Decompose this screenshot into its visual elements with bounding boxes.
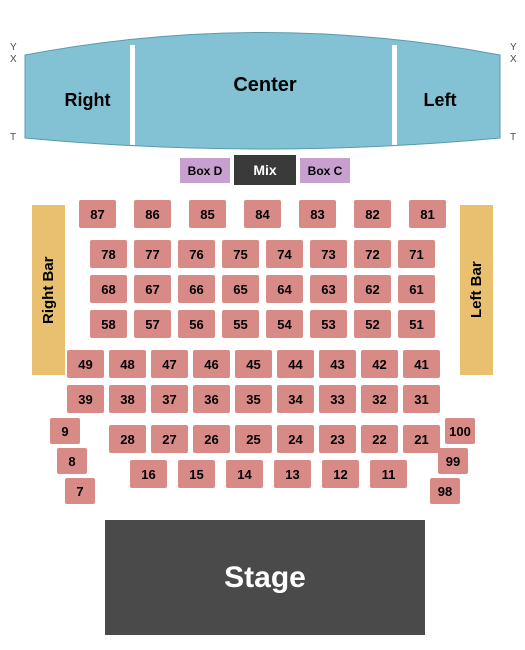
seat-76[interactable]: 76 bbox=[178, 240, 215, 268]
box-d[interactable]: Box D bbox=[180, 158, 230, 183]
mix-booth: Mix bbox=[234, 155, 296, 185]
seat-77[interactable]: 77 bbox=[134, 240, 171, 268]
seat-21[interactable]: 21 bbox=[403, 425, 440, 453]
seat-25[interactable]: 25 bbox=[235, 425, 272, 453]
balcony-left-label: Left bbox=[424, 90, 457, 111]
seat-26[interactable]: 26 bbox=[193, 425, 230, 453]
balcony-right-label: Right bbox=[65, 90, 111, 111]
seat-54[interactable]: 54 bbox=[266, 310, 303, 338]
seat-9[interactable]: 9 bbox=[50, 418, 80, 444]
left-bar[interactable]: Left Bar bbox=[460, 205, 493, 375]
seat-86[interactable]: 86 bbox=[134, 200, 171, 228]
seat-7[interactable]: 7 bbox=[65, 478, 95, 504]
seat-57[interactable]: 57 bbox=[134, 310, 171, 338]
seat-51[interactable]: 51 bbox=[398, 310, 435, 338]
seat-37[interactable]: 37 bbox=[151, 385, 188, 413]
balcony-center-label: Center bbox=[233, 74, 296, 97]
seat-47[interactable]: 47 bbox=[151, 350, 188, 378]
right-bar[interactable]: Right Bar bbox=[32, 205, 65, 375]
seat-44[interactable]: 44 bbox=[277, 350, 314, 378]
seat-72[interactable]: 72 bbox=[354, 240, 391, 268]
row-label: X bbox=[10, 54, 17, 65]
balcony-right[interactable]: Right bbox=[45, 75, 130, 125]
seat-84[interactable]: 84 bbox=[244, 200, 281, 228]
seat-8[interactable]: 8 bbox=[57, 448, 87, 474]
seat-43[interactable]: 43 bbox=[319, 350, 356, 378]
seat-31[interactable]: 31 bbox=[403, 385, 440, 413]
seat-34[interactable]: 34 bbox=[277, 385, 314, 413]
row-label: X bbox=[510, 54, 517, 65]
row-label: Y bbox=[10, 42, 17, 53]
seat-24[interactable]: 24 bbox=[277, 425, 314, 453]
seat-42[interactable]: 42 bbox=[361, 350, 398, 378]
box-d-label: Box D bbox=[188, 164, 223, 178]
seat-98[interactable]: 98 bbox=[430, 478, 460, 504]
seat-62[interactable]: 62 bbox=[354, 275, 391, 303]
row-label: T bbox=[10, 132, 16, 143]
seat-45[interactable]: 45 bbox=[235, 350, 272, 378]
seat-71[interactable]: 71 bbox=[398, 240, 435, 268]
balcony-left[interactable]: Left bbox=[400, 75, 480, 125]
seat-87[interactable]: 87 bbox=[79, 200, 116, 228]
seat-36[interactable]: 36 bbox=[193, 385, 230, 413]
seat-11[interactable]: 11 bbox=[370, 460, 407, 488]
seat-82[interactable]: 82 bbox=[354, 200, 391, 228]
seat-55[interactable]: 55 bbox=[222, 310, 259, 338]
seat-38[interactable]: 38 bbox=[109, 385, 146, 413]
box-c-label: Box C bbox=[308, 164, 343, 178]
stage-label: Stage bbox=[224, 561, 306, 594]
balcony-center[interactable]: Center bbox=[165, 60, 365, 110]
seat-41[interactable]: 41 bbox=[403, 350, 440, 378]
seat-49[interactable]: 49 bbox=[67, 350, 104, 378]
seat-16[interactable]: 16 bbox=[130, 460, 167, 488]
seat-33[interactable]: 33 bbox=[319, 385, 356, 413]
row-label: Y bbox=[510, 42, 517, 53]
right-bar-label: Right Bar bbox=[40, 256, 57, 324]
seat-100[interactable]: 100 bbox=[445, 418, 475, 444]
seat-46[interactable]: 46 bbox=[193, 350, 230, 378]
seat-99[interactable]: 99 bbox=[438, 448, 468, 474]
seat-64[interactable]: 64 bbox=[266, 275, 303, 303]
seat-48[interactable]: 48 bbox=[109, 350, 146, 378]
seat-66[interactable]: 66 bbox=[178, 275, 215, 303]
left-bar-label: Left Bar bbox=[468, 262, 485, 319]
row-label: T bbox=[510, 132, 516, 143]
seat-81[interactable]: 81 bbox=[409, 200, 446, 228]
seat-35[interactable]: 35 bbox=[235, 385, 272, 413]
seat-68[interactable]: 68 bbox=[90, 275, 127, 303]
seat-75[interactable]: 75 bbox=[222, 240, 259, 268]
stage: Stage bbox=[105, 520, 425, 635]
seat-61[interactable]: 61 bbox=[398, 275, 435, 303]
seat-12[interactable]: 12 bbox=[322, 460, 359, 488]
seat-22[interactable]: 22 bbox=[361, 425, 398, 453]
seat-27[interactable]: 27 bbox=[151, 425, 188, 453]
seat-52[interactable]: 52 bbox=[354, 310, 391, 338]
seat-65[interactable]: 65 bbox=[222, 275, 259, 303]
seat-53[interactable]: 53 bbox=[310, 310, 347, 338]
seat-14[interactable]: 14 bbox=[226, 460, 263, 488]
seat-28[interactable]: 28 bbox=[109, 425, 146, 453]
seat-85[interactable]: 85 bbox=[189, 200, 226, 228]
seat-58[interactable]: 58 bbox=[90, 310, 127, 338]
seat-15[interactable]: 15 bbox=[178, 460, 215, 488]
box-c[interactable]: Box C bbox=[300, 158, 350, 183]
seat-32[interactable]: 32 bbox=[361, 385, 398, 413]
seat-73[interactable]: 73 bbox=[310, 240, 347, 268]
seat-23[interactable]: 23 bbox=[319, 425, 356, 453]
seat-67[interactable]: 67 bbox=[134, 275, 171, 303]
seat-83[interactable]: 83 bbox=[299, 200, 336, 228]
seat-56[interactable]: 56 bbox=[178, 310, 215, 338]
seat-39[interactable]: 39 bbox=[67, 385, 104, 413]
seat-78[interactable]: 78 bbox=[90, 240, 127, 268]
seat-13[interactable]: 13 bbox=[274, 460, 311, 488]
seat-63[interactable]: 63 bbox=[310, 275, 347, 303]
mix-label: Mix bbox=[253, 162, 276, 178]
seat-74[interactable]: 74 bbox=[266, 240, 303, 268]
